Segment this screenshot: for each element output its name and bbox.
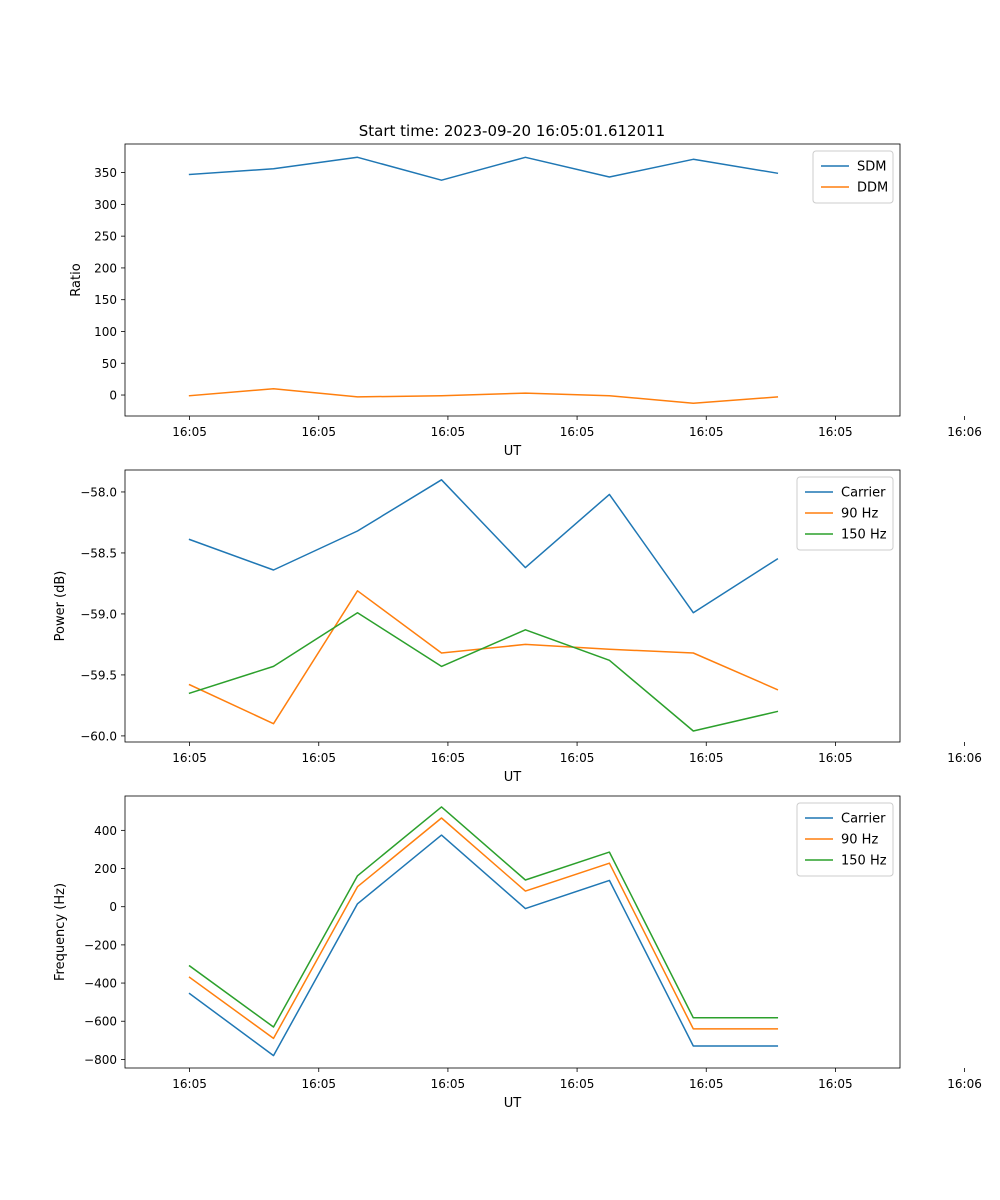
x-axis-label: UT <box>504 1096 522 1111</box>
y-tick-label: −58.0 <box>80 485 117 499</box>
series-line-150-hz <box>188 611 779 732</box>
x-tick-label: 16:05 <box>560 1077 595 1091</box>
y-tick-label: 50 <box>102 357 117 371</box>
axes-frame <box>124 795 901 1069</box>
y-tick-label: −400 <box>84 977 117 991</box>
y-tick-label: 100 <box>94 325 117 339</box>
x-tick-label: 16:05 <box>689 425 724 439</box>
y-tick-label: 200 <box>94 261 117 275</box>
charts: 16:05 16:05 16:05 16:05 16:05 16:05 16:06 0 50 10… <box>53 143 982 1111</box>
y-tick-label: −58.5 <box>80 546 117 560</box>
y-tick-label: −59.0 <box>80 607 117 621</box>
series-line-150-hz <box>188 806 779 1028</box>
x-tick-label: 16:05 <box>560 751 595 765</box>
series-line-sdm <box>188 156 779 181</box>
x-axis-label: UT <box>504 444 522 459</box>
y-tick-label: −600 <box>84 1015 117 1029</box>
legend-label: DDM <box>857 181 888 196</box>
y-tick-label: 250 <box>94 230 117 244</box>
x-tick-label: 16:05 <box>172 425 207 439</box>
x-tick-label: 16:05 <box>818 425 853 439</box>
series-line-ddm <box>188 387 779 405</box>
y-axis-label: Frequency (Hz) <box>53 883 68 981</box>
legend-label: 150 Hz <box>841 528 887 543</box>
legend-label: 90 Hz <box>841 507 878 522</box>
x-tick-label: 16:05 <box>431 751 466 765</box>
legend-label: 90 Hz <box>841 833 878 848</box>
x-tick-label: 16:06 <box>947 751 982 765</box>
legend-box <box>796 802 894 877</box>
legend-box <box>796 476 894 551</box>
y-tick-label: −800 <box>84 1053 117 1067</box>
x-tick-label: 16:05 <box>689 1077 724 1091</box>
axes-frame <box>124 469 901 743</box>
x-tick-label: 16:05 <box>818 751 853 765</box>
y-tick-label: 300 <box>94 198 117 212</box>
y-tick-label: 150 <box>94 293 117 307</box>
y-tick-label: 0 <box>109 900 117 914</box>
legend: Carrier 90 Hz 150 Hz <box>796 476 894 551</box>
legend: Carrier 90 Hz 150 Hz <box>796 802 894 877</box>
y-tick-label: 0 <box>109 389 117 403</box>
legend-label: Carrier <box>841 812 886 827</box>
x-tick-label: 16:06 <box>947 425 982 439</box>
y-axis-label: Ratio <box>69 263 84 296</box>
legend-label: 150 Hz <box>841 854 887 869</box>
x-tick-label: 16:05 <box>172 1077 207 1091</box>
y-axis-label: Power (dB) <box>53 571 68 642</box>
x-tick-label: 16:05 <box>301 751 336 765</box>
axes-frame <box>124 143 901 417</box>
y-tick-label: 200 <box>94 862 117 876</box>
chart-panel-2: 16:05 16:05 16:05 16:05 16:05 16:05 16:06 −60.0… <box>53 469 982 785</box>
x-tick-label: 16:05 <box>818 1077 853 1091</box>
x-tick-label: 16:05 <box>301 425 336 439</box>
series-line-carrier <box>188 479 779 614</box>
x-tick-label: 16:05 <box>560 425 595 439</box>
x-axis-label: UT <box>504 770 522 785</box>
y-tick-label: −59.5 <box>80 668 117 682</box>
y-tick-label: −200 <box>84 938 117 952</box>
x-tick-label: 16:05 <box>689 751 724 765</box>
x-tick-label: 16:05 <box>301 1077 336 1091</box>
series-line-carrier <box>188 834 779 1057</box>
legend: SDM DDM <box>812 150 894 204</box>
y-tick-label: 350 <box>94 166 117 180</box>
y-tick-label: −60.0 <box>80 729 117 743</box>
y-tick-label: 400 <box>94 824 117 838</box>
chart-panel-3: 16:05 16:05 16:05 16:05 16:05 16:05 16:06 −800 −… <box>53 795 982 1111</box>
x-tick-label: 16:05 <box>431 1077 466 1091</box>
legend-label: Carrier <box>841 486 886 501</box>
x-tick-label: 16:05 <box>431 425 466 439</box>
legend-box <box>812 150 894 204</box>
x-tick-label: 16:05 <box>172 751 207 765</box>
figure-title: Start time: 2023-09-20 16:05:01.612011 <box>359 122 665 140</box>
series-line-90-hz <box>188 817 779 1040</box>
legend-label: SDM <box>857 160 886 175</box>
x-tick-label: 16:06 <box>947 1077 982 1091</box>
chart-panel-1: 16:05 16:05 16:05 16:05 16:05 16:05 16:06 0 50 10… <box>69 143 982 459</box>
